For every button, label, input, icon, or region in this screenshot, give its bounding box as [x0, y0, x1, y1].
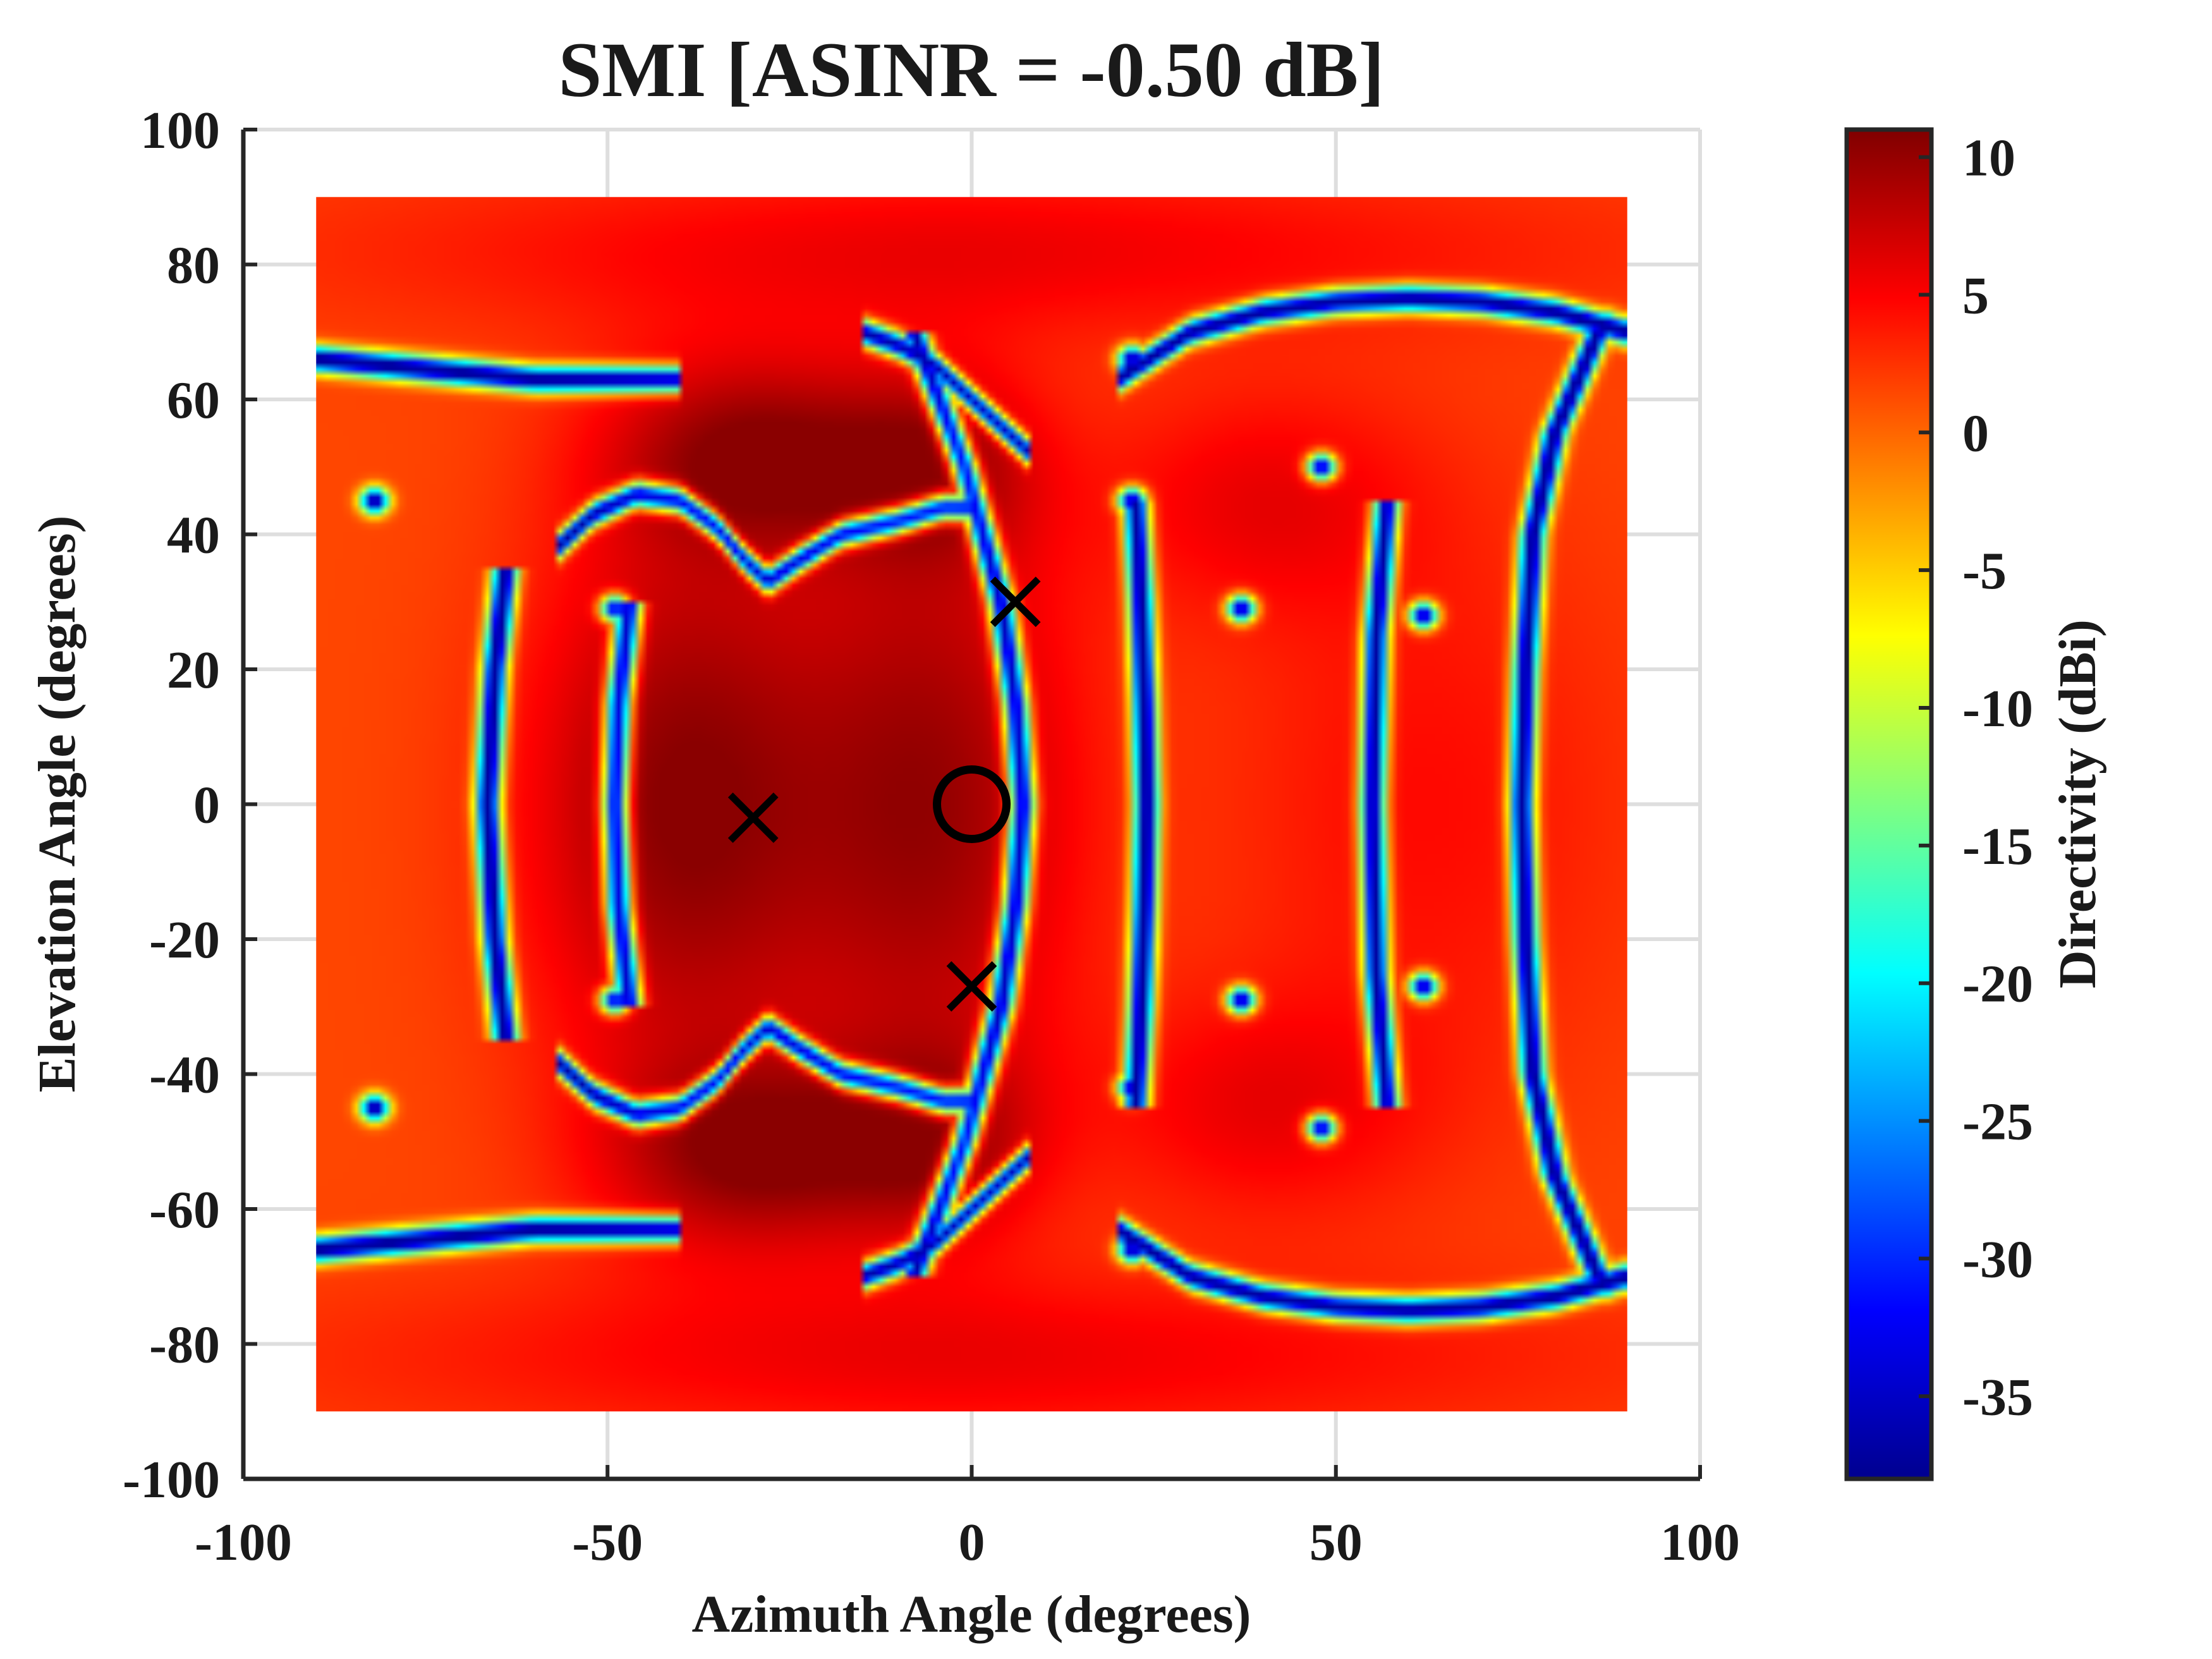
- colorbar-tick-label: 5: [1962, 266, 1989, 325]
- interferer-marker-stroke: [946, 961, 997, 1012]
- y-tick-label: 20: [167, 641, 220, 700]
- directivity-heatmap: [316, 197, 1627, 1412]
- y-tick-label: -20: [149, 911, 220, 969]
- y-tick-label: -60: [149, 1181, 220, 1239]
- interferer-marker-stroke: [990, 576, 1041, 628]
- interferer-marker-stroke: [727, 792, 779, 843]
- x-tick-label: 100: [1660, 1513, 1740, 1572]
- desired-signal-marker: [933, 765, 1011, 843]
- colorbar-tick-label: -5: [1962, 542, 2007, 600]
- interferer-marker: [990, 576, 1041, 628]
- colorbar-label: Directivity (dBi): [2048, 619, 2107, 988]
- x-tick-label: -50: [572, 1513, 643, 1572]
- chart-title: SMI [ASINR = -0.50 dB]: [558, 27, 1384, 113]
- y-tick-label: 0: [193, 776, 220, 835]
- y-ticks: -100 -80 -60 -40 -20 0 20 40 60 80 100: [123, 101, 257, 1509]
- x-axis-label: Azimuth Angle (degrees): [692, 1585, 1251, 1644]
- y-tick-label: 80: [167, 236, 220, 295]
- y-tick-label: -40: [149, 1046, 220, 1105]
- colorbar-ticks: 10 5 0 -5 -10 -15 -20 -25 -30 -35: [1919, 129, 2033, 1426]
- y-tick-label: 100: [140, 101, 220, 160]
- colorbar-tick-label: 0: [1962, 404, 1989, 463]
- x-tick-label: 0: [959, 1513, 985, 1572]
- colorbar-tick-label: -35: [1962, 1368, 2033, 1426]
- x-ticks: -100 -50 0 50 100: [195, 1465, 1740, 1572]
- colorbar-tick-label: -10: [1962, 679, 2033, 738]
- marker-layer: [727, 576, 1041, 1012]
- colorbar-tick-label: -15: [1962, 817, 2033, 876]
- interferer-marker: [946, 961, 997, 1012]
- colorbar-tick-label: 10: [1962, 129, 2015, 188]
- colorbar: [1844, 127, 1934, 1481]
- colorbar-tick-label: -20: [1962, 955, 2033, 1014]
- colorbar-tick-label: -30: [1962, 1230, 2033, 1289]
- y-axis-label: Elevation Angle (degrees): [28, 515, 87, 1092]
- y-tick-label: -80: [149, 1316, 220, 1375]
- interferer-marker: [727, 792, 779, 843]
- y-tick-label: -100: [123, 1450, 220, 1509]
- y-tick-label: 60: [167, 371, 220, 430]
- colorbar-tick-label: -25: [1962, 1093, 2033, 1152]
- y-tick-label: 40: [167, 506, 220, 565]
- x-tick-label: -100: [195, 1513, 292, 1572]
- x-tick-label: 50: [1310, 1513, 1363, 1572]
